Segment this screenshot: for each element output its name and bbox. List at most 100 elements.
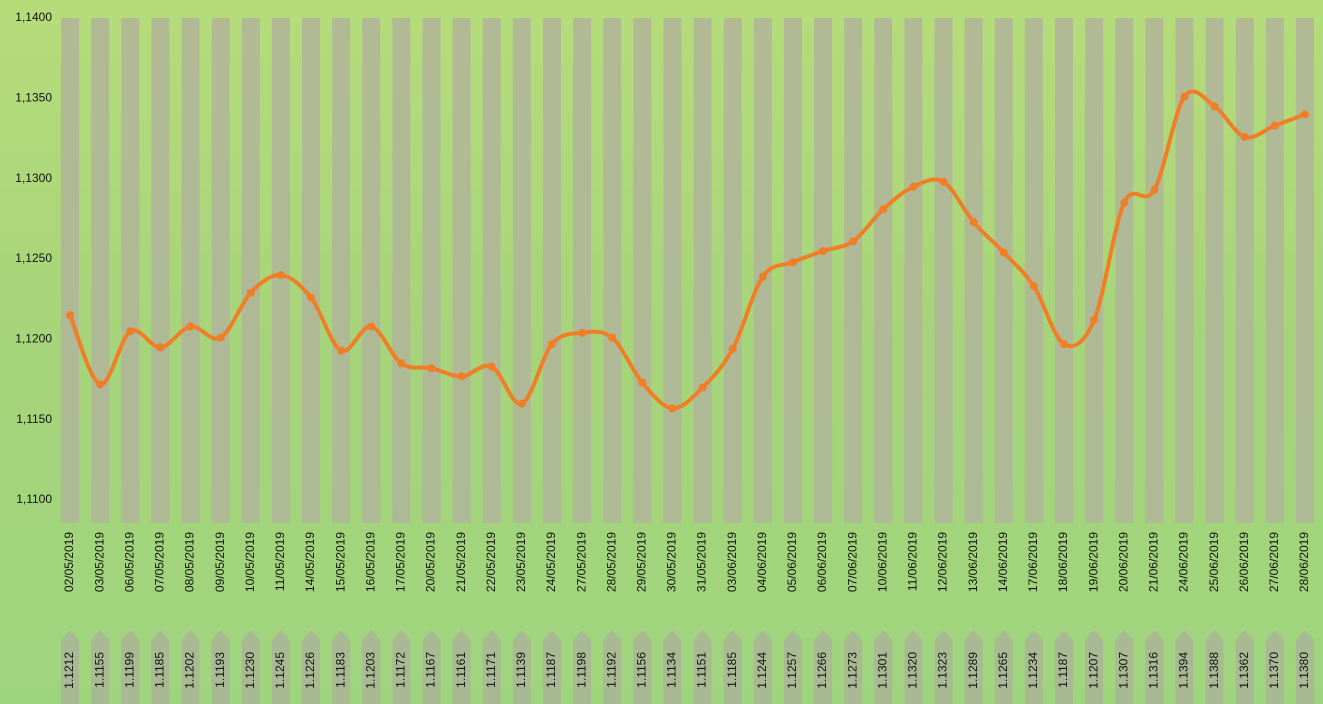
x-tick-label: 30/05/2019 <box>665 532 679 592</box>
x-tick-label: 04/06/2019 <box>755 532 769 592</box>
label-tag <box>783 630 802 704</box>
column-band <box>422 18 441 523</box>
x-tick-label: 26/06/2019 <box>1237 532 1251 592</box>
x-tick-label: 08/05/2019 <box>183 532 197 592</box>
price-label: 1.1193 <box>213 652 227 688</box>
column-band <box>1205 18 1224 523</box>
price-label: 1.1212 <box>62 652 76 689</box>
data-point <box>668 404 677 413</box>
price-label: 1.1323 <box>936 652 950 689</box>
y-tick-label: 1,1200 <box>15 332 52 346</box>
y-tick-label: 1,1400 <box>15 10 52 24</box>
data-point <box>276 271 285 280</box>
data-point <box>969 218 978 227</box>
x-tick-label: 07/06/2019 <box>845 532 859 592</box>
y-tick-label: 1,1350 <box>15 91 52 105</box>
price-label: 1.1172 <box>394 652 408 688</box>
price-label: 1.1187 <box>544 652 558 688</box>
x-tick-label: 12/06/2019 <box>936 532 950 592</box>
column-band <box>392 18 411 523</box>
price-label: 1.1370 <box>1267 652 1281 689</box>
column-band <box>603 18 622 523</box>
column-band <box>1085 18 1104 523</box>
price-label: 1.1161 <box>454 652 468 688</box>
data-point <box>186 322 195 331</box>
data-point <box>216 333 225 342</box>
label-tag <box>211 630 230 704</box>
data-point <box>66 311 75 320</box>
x-tick-label: 24/05/2019 <box>544 532 558 592</box>
price-label: 1.1388 <box>1207 652 1221 689</box>
column-band <box>452 18 471 523</box>
label-tag <box>663 630 682 704</box>
label-tag <box>573 630 592 704</box>
data-point <box>1180 92 1189 101</box>
label-tag <box>1235 630 1254 704</box>
x-tick-label: 15/05/2019 <box>333 532 347 592</box>
column-band <box>362 18 381 523</box>
x-tick-label: 06/05/2019 <box>122 532 136 592</box>
price-label: 1.1199 <box>122 652 136 688</box>
column-band <box>1024 18 1043 523</box>
price-label: 1.1226 <box>303 652 317 689</box>
x-tick-label: 20/06/2019 <box>1116 532 1130 592</box>
data-point <box>728 344 737 353</box>
x-tick-label: 18/06/2019 <box>1056 532 1070 592</box>
label-tag <box>1145 630 1164 704</box>
label-tag <box>121 630 140 704</box>
data-point <box>1300 110 1309 119</box>
label-tag <box>934 630 953 704</box>
data-point <box>758 272 767 281</box>
price-label: 1.1234 <box>1026 652 1040 689</box>
data-point <box>788 258 797 267</box>
label-tag <box>633 630 652 704</box>
column-band <box>844 18 863 523</box>
data-point <box>1210 102 1219 111</box>
x-tick-label: 27/06/2019 <box>1267 532 1281 592</box>
column-band <box>1265 18 1284 523</box>
column-band <box>994 18 1013 523</box>
column-band <box>1054 18 1073 523</box>
label-tag <box>603 630 622 704</box>
y-tick-label: 1,1250 <box>15 251 52 265</box>
data-point <box>999 248 1008 257</box>
data-point <box>487 362 496 371</box>
data-point <box>337 346 346 355</box>
x-tick-label: 10/06/2019 <box>875 532 889 592</box>
x-tick-label: 11/06/2019 <box>906 532 920 591</box>
price-label: 1.1187 <box>1056 652 1070 688</box>
label-tag <box>302 630 321 704</box>
label-tag <box>332 630 351 704</box>
x-tick-label: 14/06/2019 <box>996 532 1010 592</box>
column-band <box>91 18 110 523</box>
column-band <box>241 18 260 523</box>
column-band <box>723 18 742 523</box>
price-label: 1.1307 <box>1116 652 1130 689</box>
column-band <box>302 18 321 523</box>
column-band <box>211 18 230 523</box>
data-point <box>1150 185 1159 194</box>
label-tag <box>874 630 893 704</box>
column-band <box>934 18 953 523</box>
x-tick-label: 21/06/2019 <box>1147 532 1161 592</box>
column-band <box>874 18 893 523</box>
column-band <box>904 18 923 523</box>
y-tick-label: 1,1300 <box>15 171 52 185</box>
label-tag <box>1085 630 1104 704</box>
price-label: 1.1134 <box>665 652 679 688</box>
column-band <box>1145 18 1164 523</box>
data-point <box>879 205 888 214</box>
x-tick-label: 11/05/2019 <box>273 532 287 591</box>
x-tick-label: 17/06/2019 <box>1026 532 1040 592</box>
data-point <box>427 364 436 373</box>
price-label: 1.1273 <box>845 652 859 689</box>
x-tick-label: 17/05/2019 <box>394 532 408 592</box>
data-point <box>457 372 466 381</box>
price-label: 1.1289 <box>966 652 980 689</box>
label-tag <box>542 630 561 704</box>
x-tick-label: 29/05/2019 <box>634 532 648 592</box>
column-band <box>482 18 501 523</box>
price-label: 1.1316 <box>1147 652 1161 689</box>
x-tick-label: 23/05/2019 <box>514 532 528 592</box>
price-label: 1.1230 <box>243 652 257 689</box>
